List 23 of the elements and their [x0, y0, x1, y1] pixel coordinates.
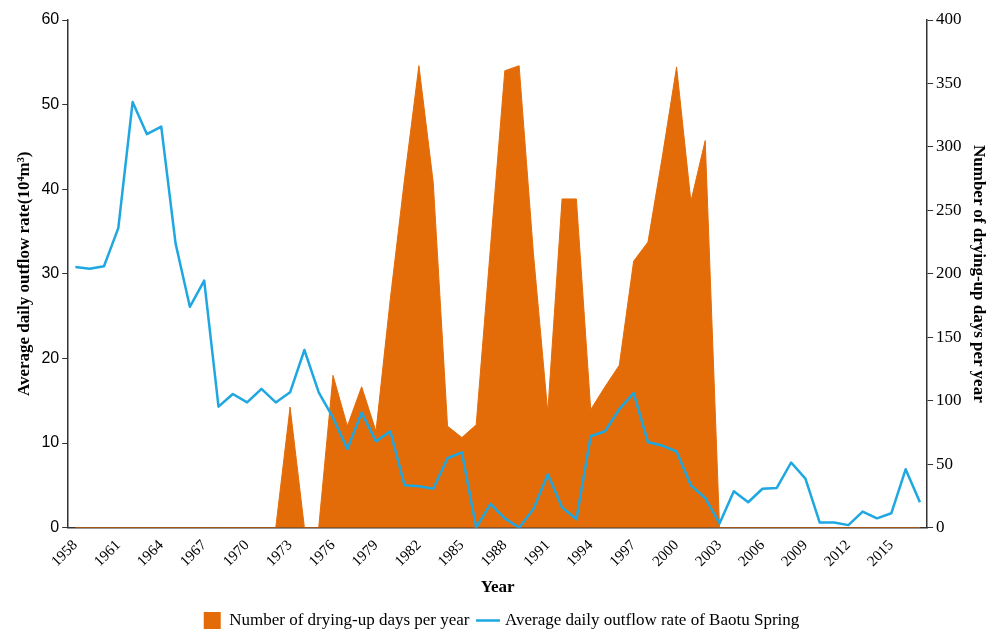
y2-axis-title: Number of drying-up days per year	[970, 144, 990, 404]
x-axis-title: Year	[480, 577, 516, 597]
y-tick-label: 30	[41, 264, 60, 282]
y2-tick-label: 350	[936, 72, 962, 92]
y2-tick-label: 150	[936, 326, 962, 346]
legend-label: Average daily outflow rate of Baotu Spring	[505, 609, 800, 629]
y2-tick-label: 200	[936, 263, 962, 283]
y-axis-title: Average daily outflow rate(10⁴m³)	[13, 151, 33, 397]
x-tick-label: 1991	[520, 536, 553, 570]
y2-tick-label: 100	[936, 390, 962, 410]
y2-tick-label: 300	[936, 136, 962, 156]
y2-tick-label: 0	[936, 517, 945, 537]
x-tick-label: 1961	[90, 536, 124, 570]
y-tick-label: 40	[41, 179, 60, 197]
y2-tick-label: 400	[936, 9, 962, 29]
y-tick-label: 0	[50, 518, 60, 536]
y-tick-label: 60	[41, 10, 60, 28]
y-tick-label: 20	[41, 348, 60, 366]
y-tick-label: 10	[41, 433, 60, 451]
y2-tick-label: 50	[936, 453, 954, 473]
legend-label: Number of drying-up days per year	[229, 609, 470, 629]
y-tick-label: 50	[41, 95, 60, 113]
y2-tick-label: 250	[936, 199, 962, 219]
